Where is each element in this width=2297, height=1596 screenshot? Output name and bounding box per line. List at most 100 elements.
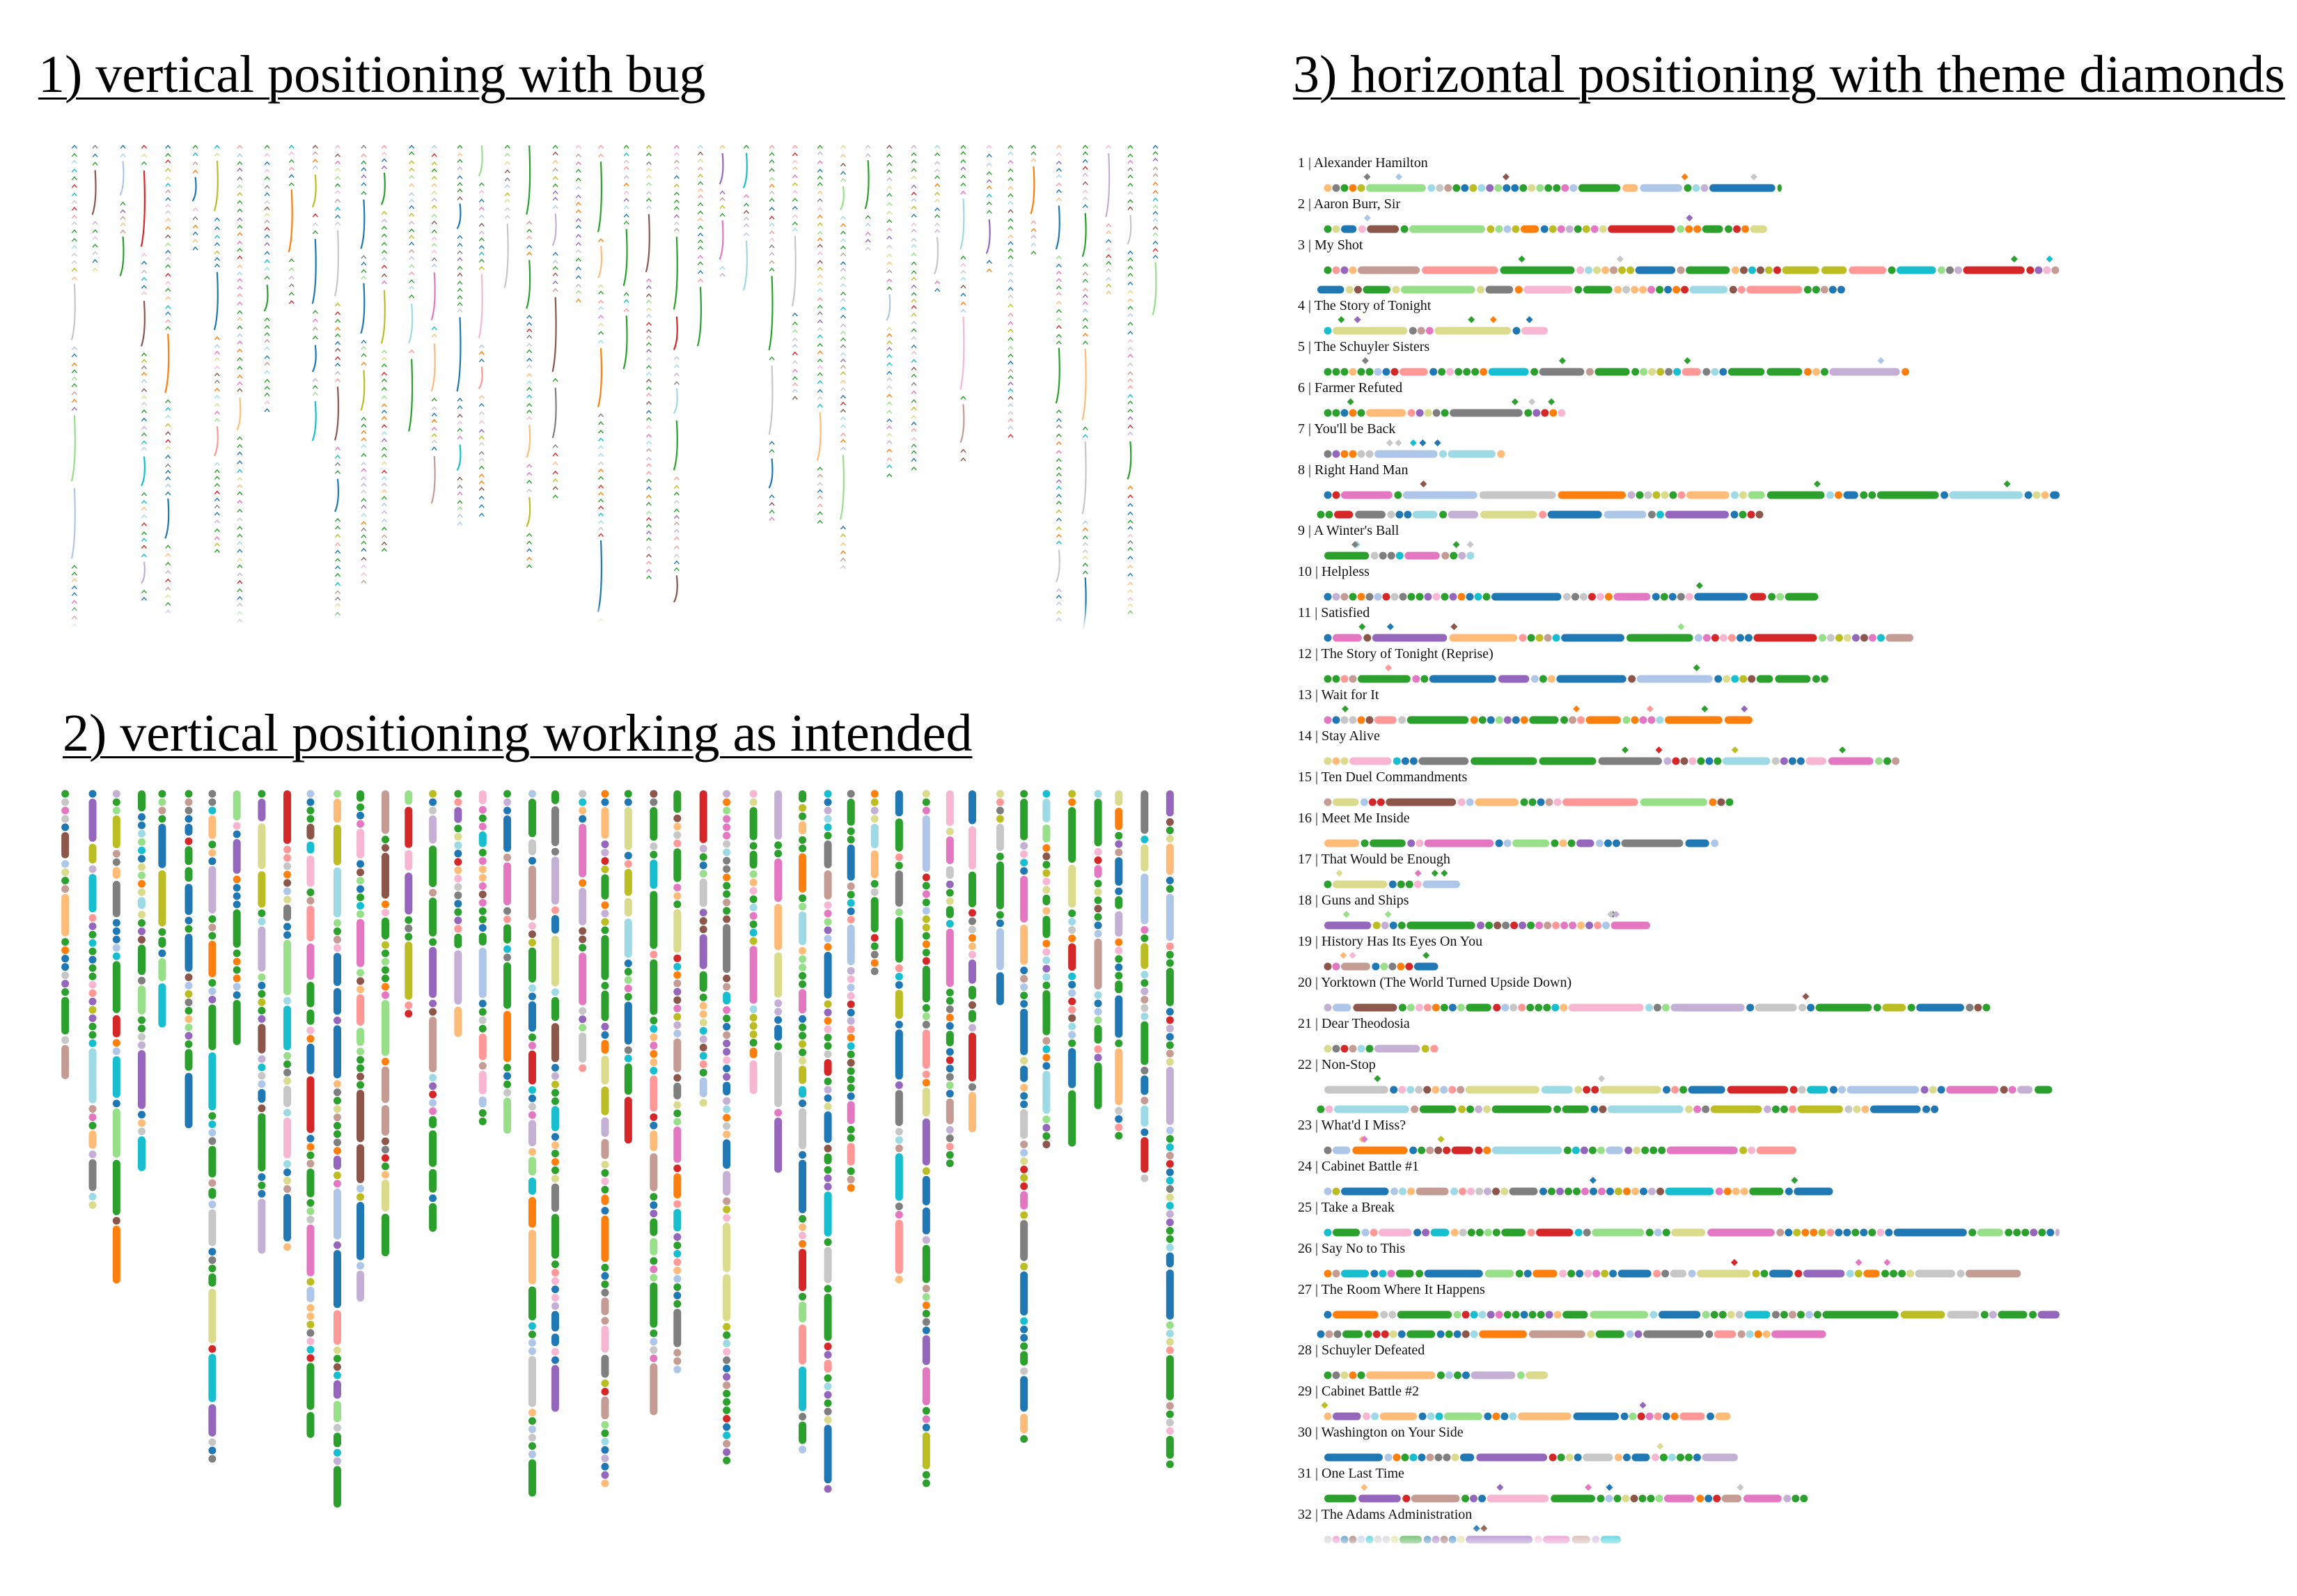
buggy-streak bbox=[768, 366, 774, 435]
buggy-chevron bbox=[264, 219, 270, 224]
column-dot bbox=[333, 918, 341, 927]
buggy-chevron bbox=[986, 201, 992, 205]
column-segment bbox=[1140, 1105, 1149, 1127]
song-dot bbox=[1324, 368, 1332, 376]
song-dot bbox=[1516, 1371, 1525, 1379]
buggy-chevron bbox=[192, 207, 198, 212]
column-segment bbox=[579, 1032, 587, 1063]
song-dot bbox=[1846, 1269, 1854, 1278]
buggy-chevron bbox=[312, 327, 318, 331]
column-segment bbox=[1020, 1065, 1028, 1082]
column-dot bbox=[1166, 1410, 1174, 1418]
column-34 bbox=[870, 790, 879, 976]
buggy-streak bbox=[959, 316, 965, 390]
song-dot bbox=[1325, 1330, 1333, 1338]
column-dot bbox=[723, 1331, 731, 1339]
column-dot bbox=[1115, 1039, 1123, 1047]
column-22 bbox=[579, 790, 587, 1072]
buggy-column-28 bbox=[719, 144, 726, 277]
column-segment bbox=[551, 806, 559, 847]
buggy-chevron bbox=[431, 257, 437, 261]
theme-diamond bbox=[1639, 1402, 1647, 1409]
buggy-chevron bbox=[645, 174, 652, 179]
theme-diamond bbox=[1731, 746, 1739, 753]
column-dot bbox=[601, 926, 609, 934]
buggy-chevron bbox=[264, 251, 270, 255]
column-dot bbox=[699, 1060, 707, 1068]
column-dot bbox=[381, 983, 389, 991]
column-dot bbox=[61, 877, 70, 885]
buggy-chevron bbox=[575, 161, 581, 166]
column-dot bbox=[1166, 1008, 1174, 1016]
buggy-chevron bbox=[361, 269, 367, 273]
column-dot bbox=[528, 922, 536, 930]
song-label: 25 | Take a Break bbox=[1298, 1200, 1395, 1215]
buggy-chevron bbox=[381, 510, 387, 515]
song-dot bbox=[1407, 1187, 1416, 1196]
buggy-chevron bbox=[597, 437, 604, 441]
song-segment bbox=[1400, 368, 1428, 376]
column-dot bbox=[601, 1446, 609, 1454]
song-dot bbox=[1470, 1494, 1478, 1503]
column-dot bbox=[650, 1274, 658, 1282]
buggy-chevron bbox=[478, 451, 485, 455]
buggy-chevron bbox=[526, 221, 533, 225]
column-dot bbox=[895, 1081, 903, 1089]
column-dot bbox=[895, 1203, 903, 1211]
song-segment bbox=[1374, 716, 1397, 724]
buggy-chevron bbox=[1127, 393, 1134, 398]
buggy-streak bbox=[141, 561, 146, 584]
song-dot bbox=[1843, 634, 1851, 642]
column-dot bbox=[1115, 971, 1123, 980]
column-dot bbox=[88, 1022, 97, 1031]
column-dot bbox=[551, 1294, 559, 1302]
column-dot bbox=[922, 898, 930, 907]
song-dot bbox=[1602, 921, 1610, 930]
song-dot bbox=[1332, 184, 1340, 192]
song-dot bbox=[1324, 1187, 1332, 1196]
song-dot bbox=[1610, 266, 1618, 274]
buggy-chevron bbox=[645, 478, 652, 483]
song-dot bbox=[1574, 1228, 1583, 1237]
buggy-column-43 bbox=[1081, 144, 1088, 630]
buggy-chevron bbox=[886, 227, 893, 232]
buggy-chevron bbox=[645, 299, 652, 304]
column-dot bbox=[233, 974, 241, 983]
buggy-streak bbox=[1152, 262, 1157, 315]
buggy-chevron bbox=[214, 344, 220, 348]
song-segment bbox=[1404, 551, 1440, 560]
buggy-chevron bbox=[335, 175, 341, 180]
column-segment bbox=[233, 790, 241, 821]
song-dot bbox=[1812, 675, 1820, 683]
buggy-chevron bbox=[840, 542, 846, 547]
song-dot bbox=[1398, 1086, 1406, 1094]
column-segment bbox=[528, 1286, 536, 1321]
buggy-chevron bbox=[409, 235, 415, 239]
column-segment bbox=[1068, 1048, 1076, 1088]
song-label: 6 | Farmer Refuted bbox=[1298, 380, 1402, 396]
buggy-chevron bbox=[697, 225, 704, 230]
song-label: 31 | One Last Time bbox=[1298, 1466, 1404, 1481]
column-dot bbox=[1166, 1329, 1174, 1338]
song-dot bbox=[1673, 368, 1681, 376]
buggy-chevron bbox=[237, 341, 243, 345]
song-dot bbox=[1605, 593, 1613, 601]
column-segment bbox=[503, 962, 512, 1009]
buggy-chevron bbox=[237, 264, 243, 269]
column-segment bbox=[673, 1209, 682, 1232]
song-row-19: 19 | History Has Its Eyes On You bbox=[1298, 934, 1482, 971]
column-dot bbox=[824, 815, 832, 823]
buggy-chevron bbox=[1082, 308, 1088, 313]
buggy-chevron bbox=[645, 463, 652, 467]
column-dot bbox=[503, 1072, 512, 1080]
song-dot bbox=[1445, 1371, 1453, 1379]
song-label: 32 | The Adams Administration bbox=[1298, 1507, 1472, 1522]
buggy-chevron bbox=[934, 191, 941, 196]
theme-diamond bbox=[1489, 316, 1497, 323]
column-segment bbox=[946, 866, 954, 879]
column-dot bbox=[1166, 1321, 1174, 1329]
buggy-chevron bbox=[960, 166, 966, 171]
buggy-chevron bbox=[431, 426, 437, 431]
buggy-chevron bbox=[237, 533, 243, 538]
column-dot bbox=[158, 928, 166, 936]
